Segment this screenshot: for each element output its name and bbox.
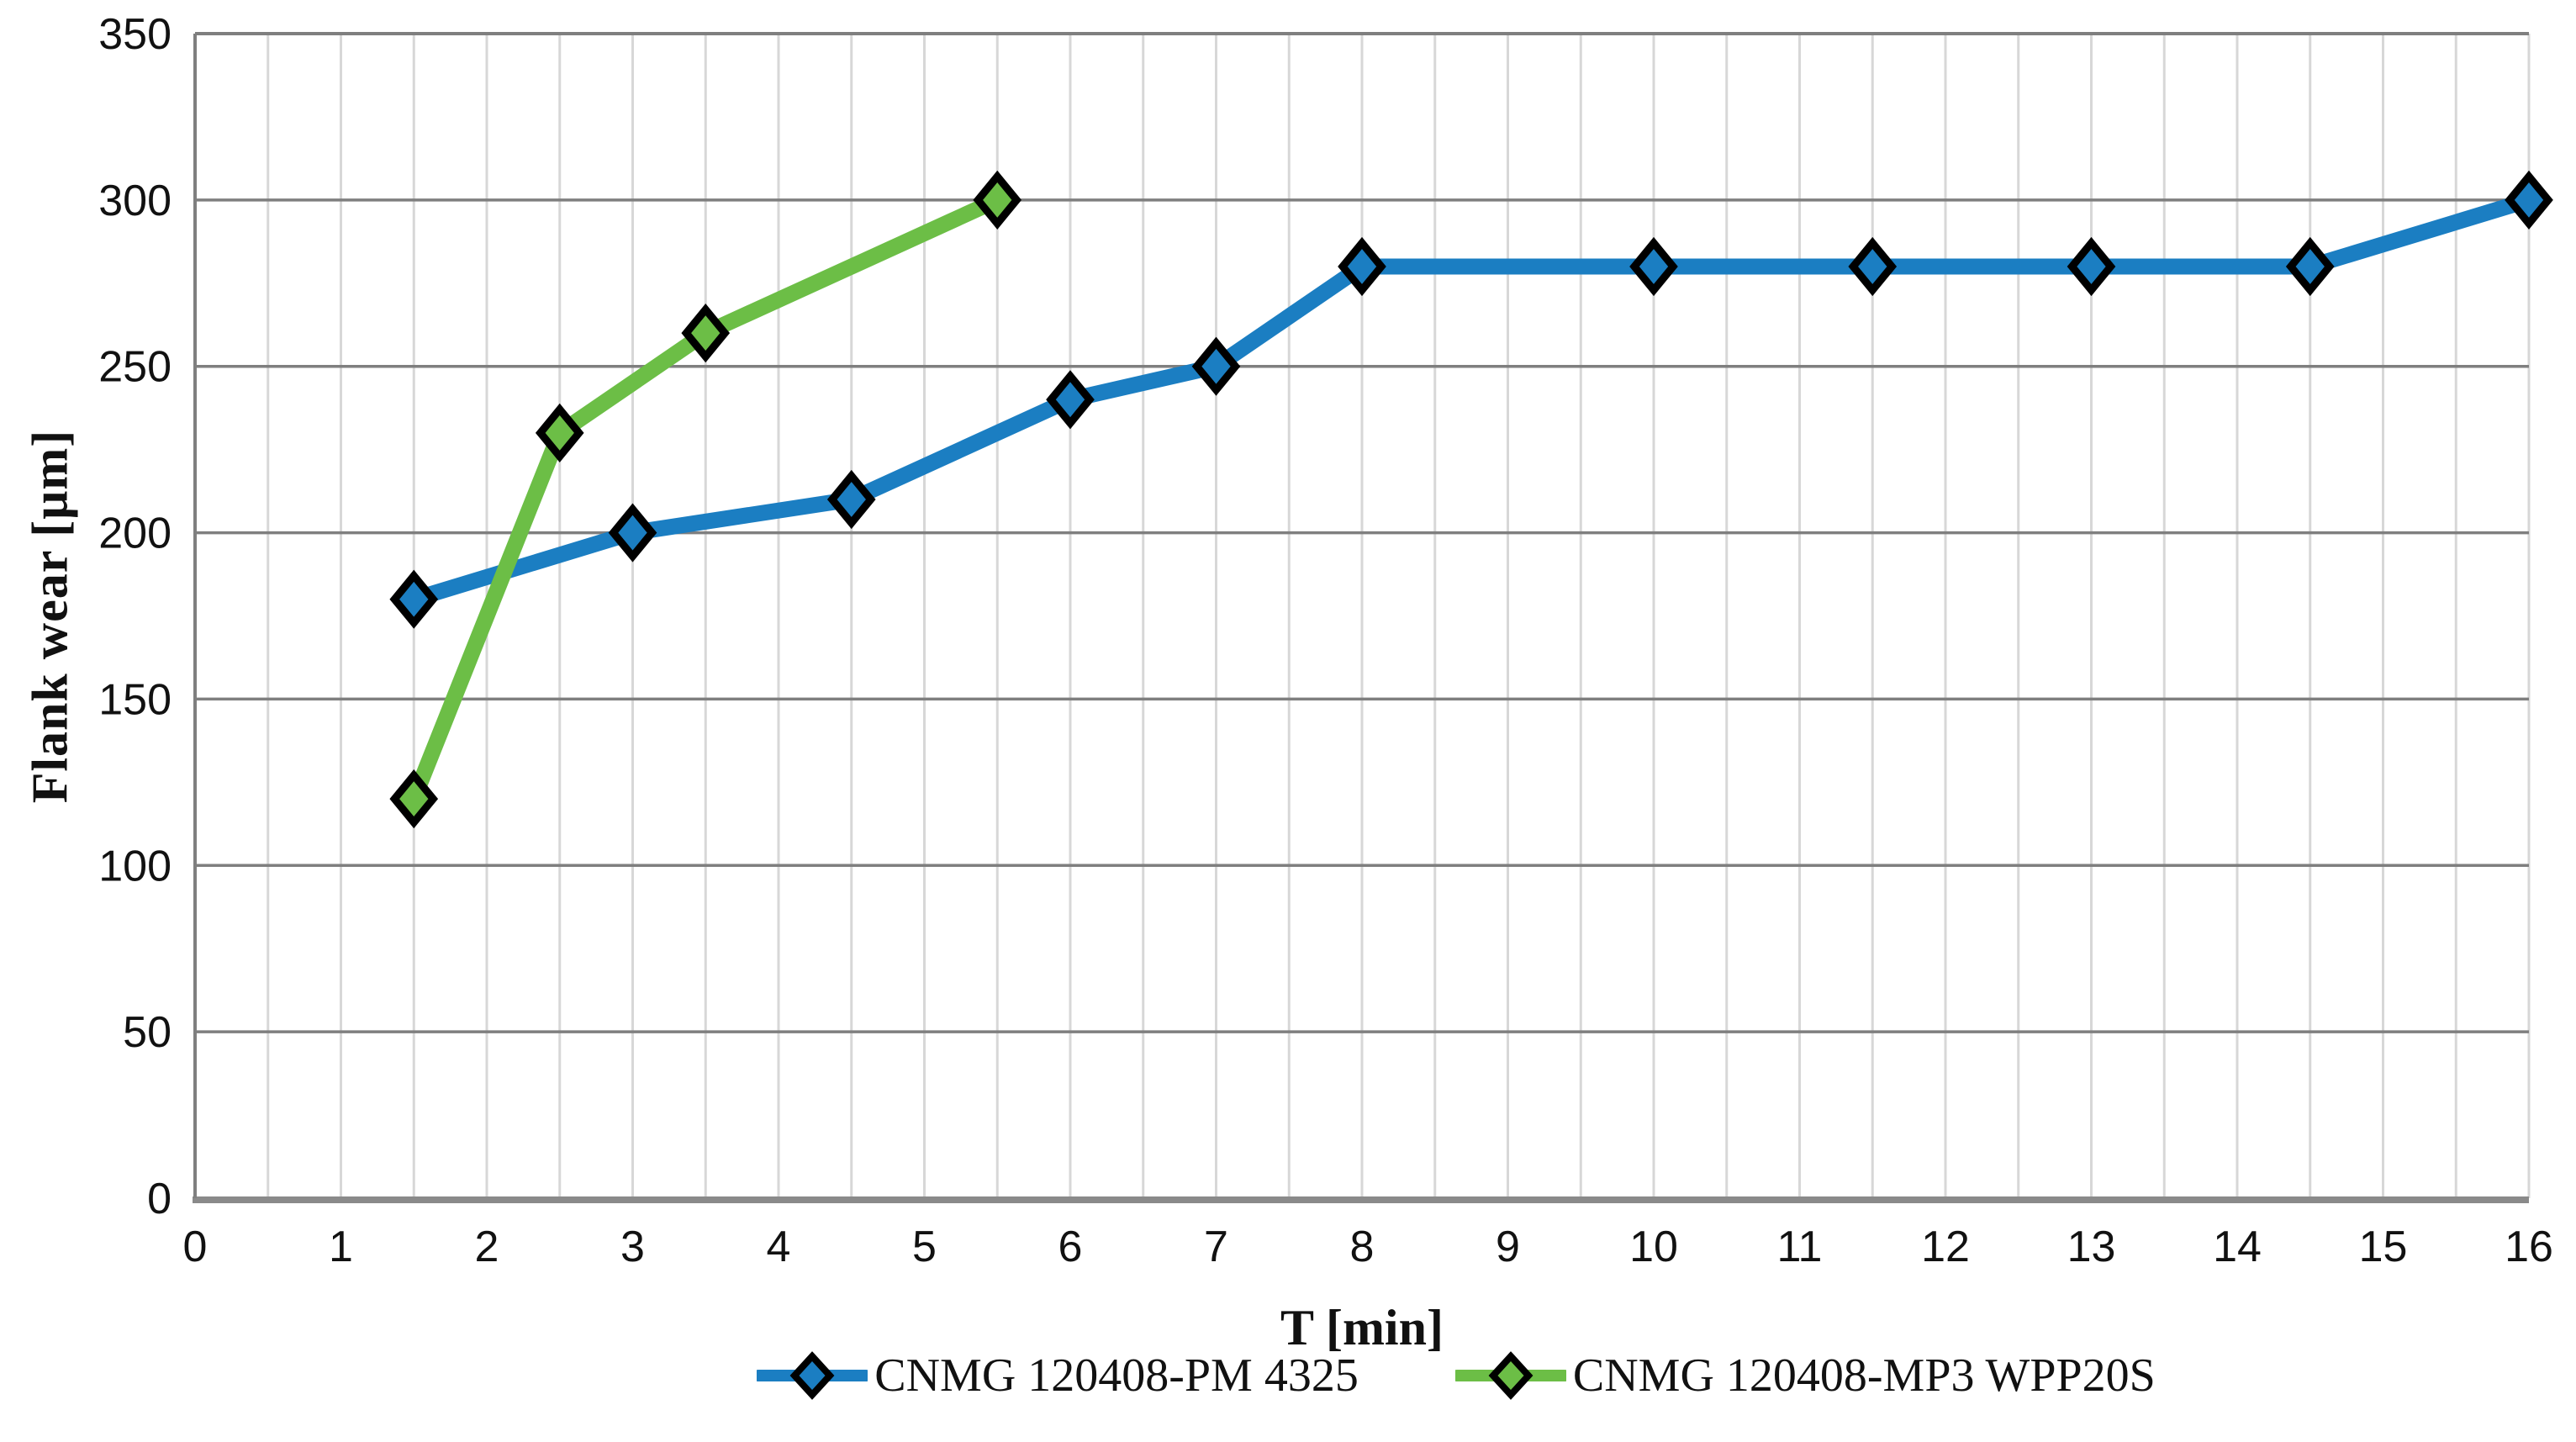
legend-line-diamond-icon [1454, 1351, 1566, 1400]
x-tick-label: 2 [475, 1223, 499, 1271]
x-tick-label: 16 [2505, 1223, 2553, 1271]
x-tick-label: 5 [912, 1223, 937, 1271]
x-tick-label: 12 [1921, 1223, 1970, 1271]
data-point-marker [1338, 236, 1386, 297]
y-tick-label: 300 [98, 177, 172, 225]
data-point-marker [1629, 236, 1678, 297]
legend-item-series-2: CNMG 120408-MP3 WPP20S [1454, 1349, 2156, 1402]
data-point-marker [826, 469, 876, 530]
x-tick-label: 3 [620, 1223, 645, 1271]
x-tick-label: 8 [1350, 1223, 1375, 1271]
x-tick-label: 9 [1496, 1223, 1520, 1271]
y-tick-label: 100 [98, 842, 172, 890]
x-tick-label: 11 [1777, 1223, 1823, 1271]
data-point-marker [389, 769, 439, 829]
data-point-marker [681, 304, 731, 363]
x-tick-label: 13 [2067, 1223, 2116, 1271]
data-point-marker [2067, 236, 2116, 297]
y-tick-label: 200 [98, 510, 172, 558]
y-tick-label: 150 [98, 675, 172, 724]
y-tick-label: 250 [98, 343, 172, 392]
x-axis-title: T [min] [1280, 1300, 1444, 1355]
data-point-marker [1848, 236, 1898, 297]
data-point-marker [2505, 170, 2553, 230]
x-tick-label: 7 [1204, 1223, 1228, 1271]
y-axis-title: Flank wear [μm] [22, 429, 78, 804]
x-tick-label: 0 [183, 1223, 208, 1271]
y-tick-label: 350 [98, 10, 172, 59]
data-point-marker [973, 170, 1022, 230]
x-tick-label: 14 [2213, 1223, 2262, 1271]
data-point-marker [389, 569, 439, 629]
series-line-2 [405, 192, 1006, 807]
y-tick-label: 0 [147, 1175, 172, 1223]
data-point-marker [1046, 370, 1095, 430]
data-point-marker [535, 403, 584, 462]
y-tick-label: 50 [123, 1008, 172, 1057]
legend-line-diamond-icon [757, 1351, 868, 1400]
legend-label-series-1: CNMG 120408-PM 4325 [874, 1350, 1359, 1402]
x-tick-label: 6 [1058, 1223, 1083, 1271]
x-tick-label: 4 [767, 1223, 791, 1271]
x-tick-label: 1 [329, 1223, 353, 1271]
data-point-marker [1191, 336, 1241, 396]
x-tick-label: 15 [2359, 1223, 2408, 1271]
legend-item-series-1: CNMG 120408-PM 4325 [757, 1349, 1359, 1402]
legend: CNMG 120408-PM 4325 CNMG 120408-MP3 WPP2… [168, 1349, 2576, 1402]
data-point-marker [2285, 236, 2335, 297]
data-point-marker [608, 503, 657, 563]
x-tick-label: 10 [1629, 1223, 1678, 1271]
series-line-1 [405, 192, 2537, 608]
legend-label-series-2: CNMG 120408-MP3 WPP20S [1572, 1350, 2156, 1402]
